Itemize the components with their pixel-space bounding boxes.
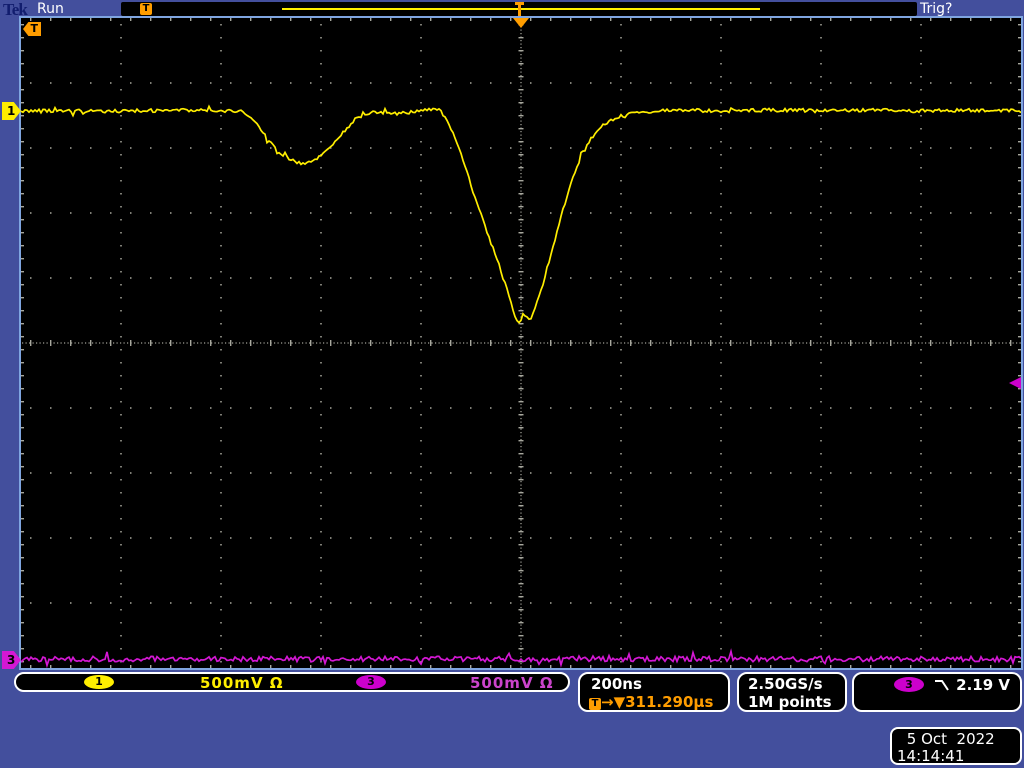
delay-value: 311.290µs xyxy=(625,693,714,711)
ch1-scale-readout: 500mV Ω xyxy=(200,674,284,692)
ch3-badge: 3 xyxy=(356,675,386,689)
ch1-badge: 1 xyxy=(84,675,114,689)
ch3-ground-marker: 3 xyxy=(2,651,21,669)
horizontal-readout-box: 200ns T →▼311.290µs xyxy=(578,672,730,712)
expansion-point-marker xyxy=(518,2,521,16)
datetime-box: 5 Oct 2022 14:14:41 xyxy=(890,727,1022,765)
timebase-readout: 200ns xyxy=(591,675,642,693)
record-view-strip: T xyxy=(121,2,917,16)
trigger-position-icon xyxy=(513,18,529,28)
tek-logo: Tek xyxy=(3,0,28,19)
trigger-offscreen-flag-icon: T xyxy=(23,22,41,36)
delay-arrows: →▼ xyxy=(601,693,626,711)
expansion-point-marker-cap xyxy=(515,2,524,5)
channel-readout-box: 1 500mV Ω 3 500mV Ω xyxy=(14,672,570,692)
record-length-readout: 1M points xyxy=(748,693,832,711)
trace-ch1 xyxy=(20,104,1022,324)
graticule xyxy=(19,16,1023,670)
trigger-source-badge: 3 xyxy=(894,677,924,692)
sample-rate-readout: 2.50GS/s xyxy=(748,675,823,693)
acquisition-readout-box: 2.50GS/s 1M points xyxy=(737,672,847,712)
waveform-plot xyxy=(20,18,1022,669)
time-readout: 14:14:41 xyxy=(897,747,965,765)
date-readout: 5 Oct 2022 xyxy=(902,730,995,748)
trigger-delay-readout: T →▼311.290µs xyxy=(589,693,713,711)
falling-edge-icon xyxy=(935,680,949,691)
trigger-status: Trig? xyxy=(920,1,953,17)
record-trigger-icon: T xyxy=(140,3,152,15)
trigger-readout-box: 3 2.19 V xyxy=(852,672,1022,712)
acquisition-status: Run xyxy=(37,1,64,17)
trigger-level-readout: 2.19 V xyxy=(956,676,1010,694)
delay-trigger-icon: T xyxy=(589,698,601,710)
trigger-level-arrow-icon xyxy=(1009,377,1021,389)
ch3-scale-readout: 500mV Ω xyxy=(470,674,554,692)
record-waveform-line xyxy=(282,8,760,10)
ch1-ground-marker: 1 xyxy=(2,102,21,120)
trace-ch3 xyxy=(20,648,1022,669)
